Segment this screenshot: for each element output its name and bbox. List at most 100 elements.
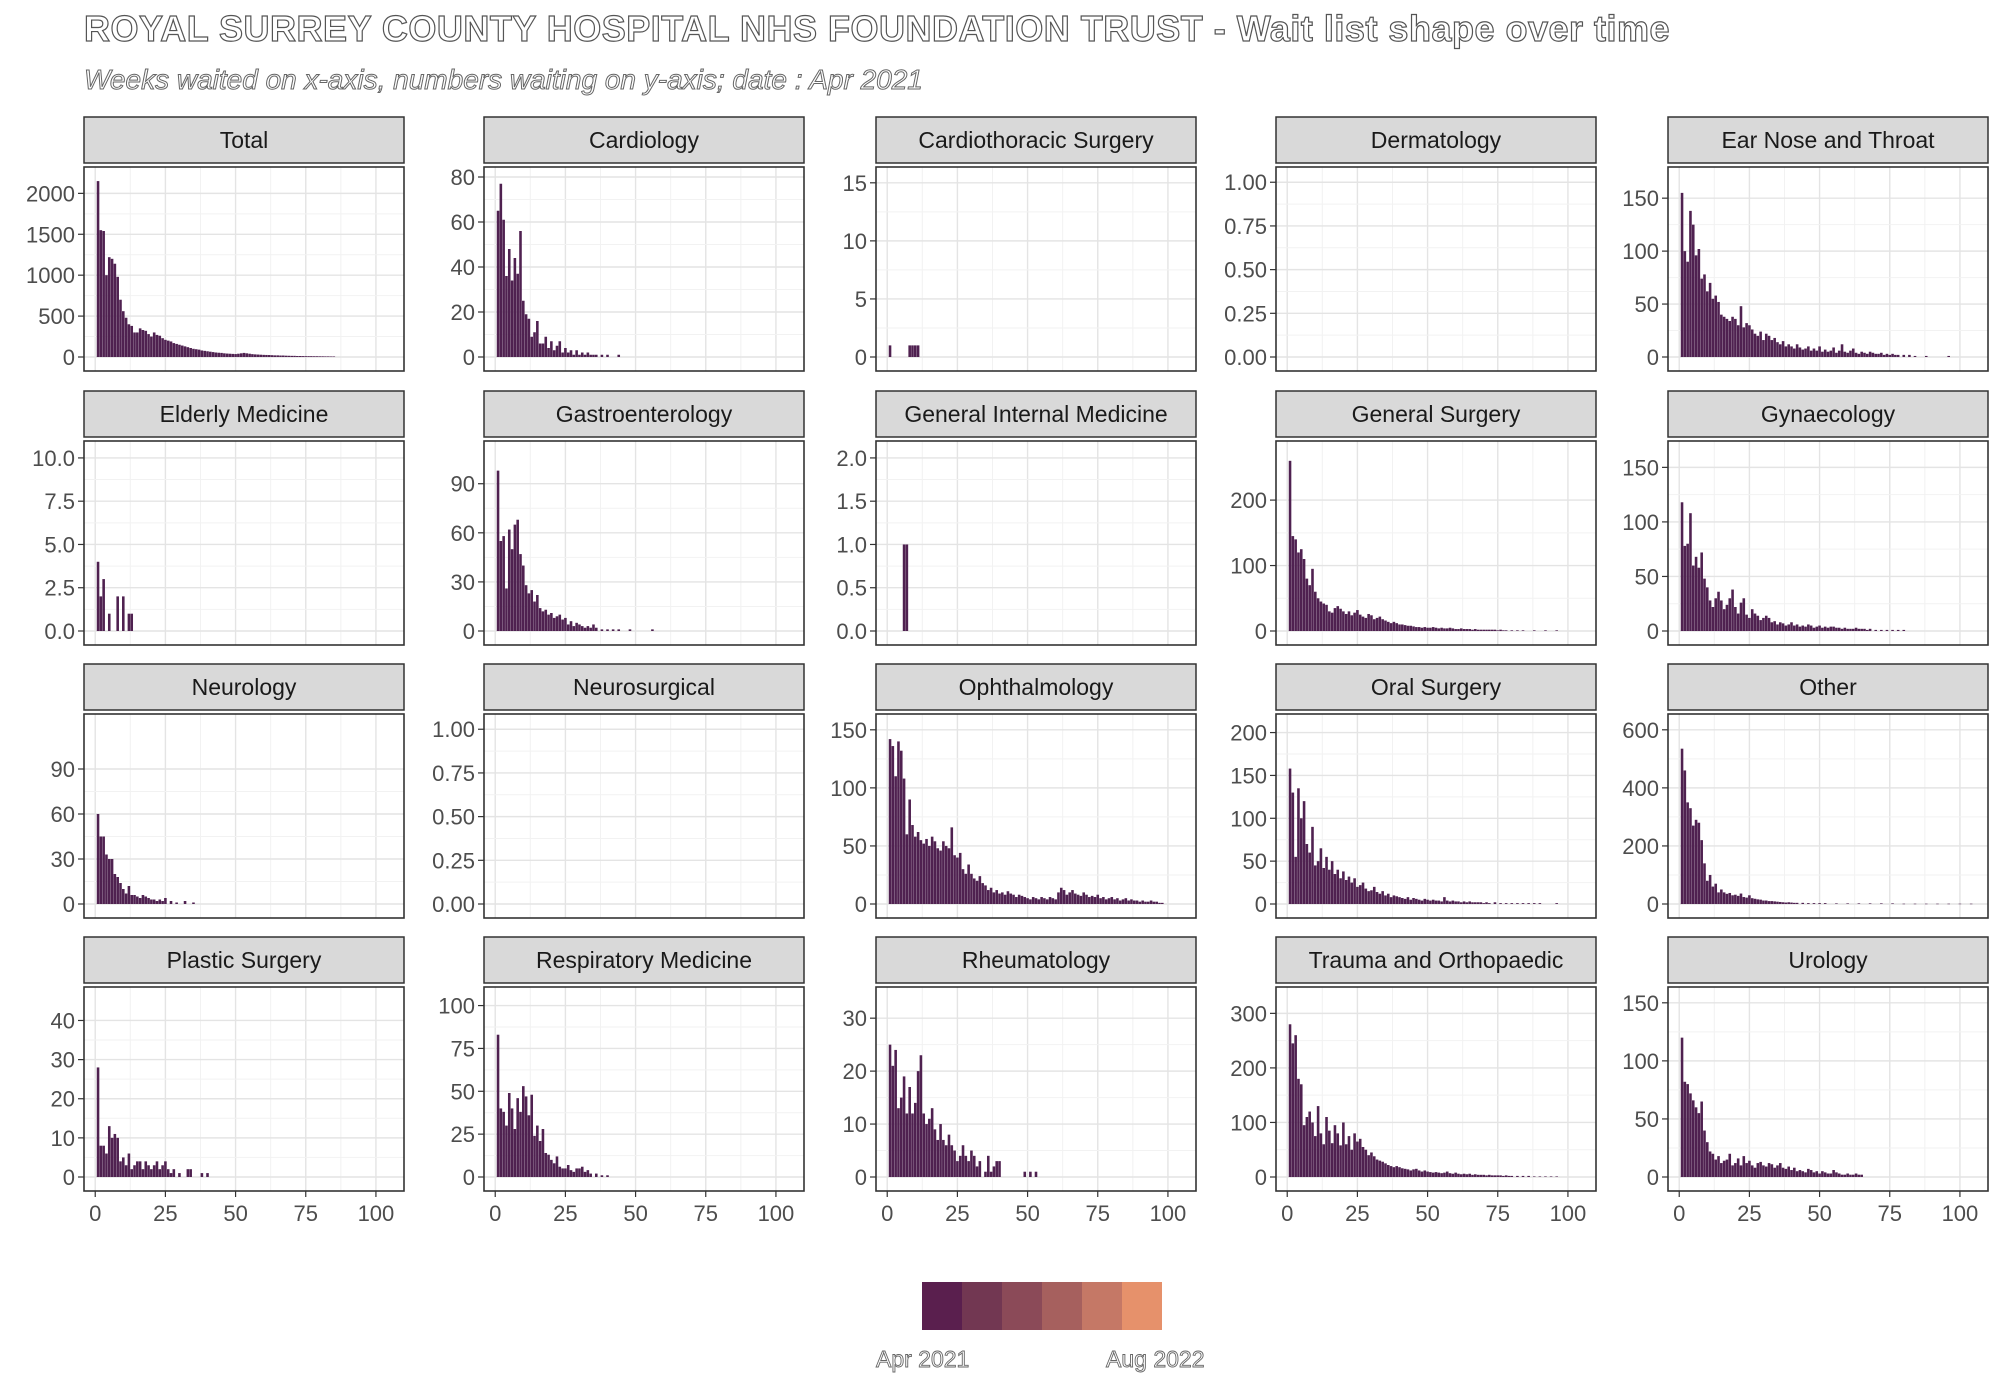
bar (1826, 1173, 1830, 1177)
bar (1720, 889, 1723, 904)
bar (1787, 624, 1790, 631)
bar (1468, 1173, 1471, 1177)
bar (1124, 898, 1128, 904)
x-tick-label: 100 (1550, 1201, 1587, 1226)
y-tick-label: 100 (1622, 510, 1659, 535)
bar (1798, 1170, 1802, 1177)
y-tick-label: 1.00 (1224, 170, 1267, 195)
bar (237, 353, 240, 357)
x-tick-label: 75 (1486, 1201, 1510, 1226)
panel-border (483, 986, 805, 1192)
bar (245, 353, 249, 357)
bar (589, 354, 592, 357)
bar (1790, 1170, 1793, 1177)
bar (1532, 1176, 1536, 1177)
bar (1745, 1163, 1748, 1177)
color-legend (922, 1282, 1162, 1330)
bar (1065, 894, 1069, 904)
bar (1336, 1133, 1340, 1177)
panel-border (83, 713, 405, 919)
panel-border (1275, 713, 1597, 919)
bar (1291, 792, 1295, 904)
bar (136, 332, 139, 357)
bar (936, 1139, 940, 1177)
bar (1703, 863, 1706, 904)
bar (116, 877, 119, 904)
bar (206, 1173, 209, 1177)
bar (206, 351, 209, 357)
bar (984, 885, 987, 904)
bar (1333, 1125, 1337, 1177)
bar (1891, 353, 1894, 357)
y-tick-label: 150 (830, 718, 867, 743)
bar (1748, 895, 1751, 904)
bar (1443, 897, 1446, 904)
bar (124, 1165, 128, 1177)
bar (989, 887, 993, 904)
bar (1302, 559, 1306, 631)
bar (1398, 897, 1401, 904)
panel-plastic-surgery: Plastic Surgery 0 10 20 30 40 0 25 50 75 100 (51, 936, 405, 1226)
bar (1395, 623, 1398, 631)
bar (200, 1173, 204, 1177)
bar (1753, 898, 1757, 904)
bar (96, 561, 100, 631)
x-tick-label: 25 (553, 1201, 577, 1226)
bar (1818, 903, 1821, 904)
bar (307, 356, 310, 357)
bar (1336, 606, 1340, 631)
bar (1880, 903, 1883, 904)
bar (1843, 1174, 1847, 1177)
y-tick-label: 400 (1622, 776, 1659, 801)
bar (1314, 865, 1317, 904)
bar (1516, 1175, 1519, 1177)
bar (1700, 1101, 1703, 1177)
bar (1319, 1133, 1323, 1177)
bar (947, 848, 951, 904)
y-tick-label: 0.75 (1224, 214, 1267, 239)
y-tick-label: 20 (51, 1087, 75, 1112)
bar (209, 351, 212, 357)
bar (1697, 822, 1701, 904)
bar (967, 1161, 970, 1177)
bar (1689, 808, 1692, 904)
panel-other: Other 0 200 400 600 (1622, 663, 1989, 919)
facet-label: Urology (1788, 947, 1868, 973)
bar (1339, 878, 1342, 904)
bar (1426, 1171, 1429, 1177)
bar (928, 845, 931, 904)
x-tick-label: 50 (223, 1201, 247, 1226)
bar (1328, 869, 1331, 904)
bar (897, 1108, 900, 1177)
bar (1502, 1175, 1505, 1177)
bar (1722, 609, 1726, 631)
bar (1739, 602, 1743, 631)
bar (583, 1171, 587, 1177)
y-tick-label: 40 (51, 1008, 75, 1033)
bar (1767, 901, 1771, 904)
y-tick-label: 0.00 (1224, 345, 1267, 370)
facet-label: Gynaecology (1761, 401, 1896, 427)
y-tick-label: 60 (451, 210, 475, 235)
bar (1342, 1122, 1345, 1177)
bar (223, 353, 226, 357)
bar (1717, 892, 1720, 904)
bar (1725, 318, 1729, 357)
y-tick-label: 30 (51, 847, 75, 872)
y-tick-label: 0.00 (432, 892, 475, 917)
bar (1356, 1141, 1359, 1177)
panel-border (875, 440, 1197, 646)
bar (888, 1044, 892, 1177)
bar (1773, 621, 1776, 631)
bar (1846, 903, 1849, 904)
bar (1510, 1175, 1514, 1177)
bar (1471, 1174, 1474, 1177)
bar (606, 629, 609, 631)
bar (1322, 1144, 1326, 1177)
bar (1778, 622, 1782, 631)
bar (1764, 333, 1768, 357)
bar (1734, 318, 1737, 357)
bar (499, 1108, 503, 1177)
bar (1851, 1174, 1855, 1177)
bar (1423, 627, 1427, 631)
